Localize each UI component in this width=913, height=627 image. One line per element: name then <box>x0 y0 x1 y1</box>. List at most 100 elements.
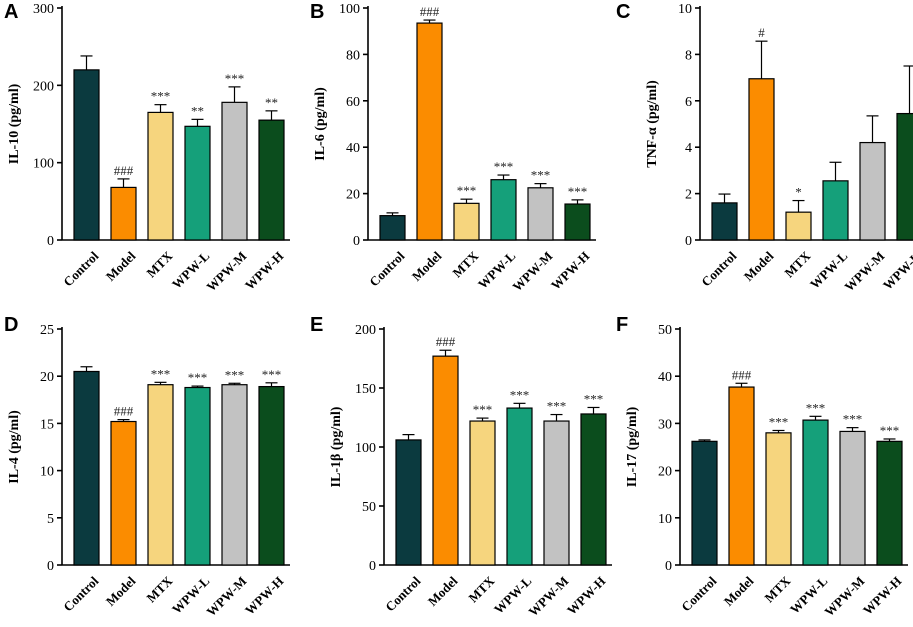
bar <box>728 386 755 566</box>
x-tick-label: Control <box>698 248 739 289</box>
y-tick-label: 8 <box>685 48 692 63</box>
y-tick-label: 100 <box>339 2 360 17</box>
bar <box>395 439 422 566</box>
x-tick-label: WPW-M <box>525 573 571 619</box>
y-tick-label: 0 <box>47 559 54 574</box>
x-tick-label: MTX <box>143 573 175 605</box>
bar <box>765 432 792 566</box>
y-tick-label: 50 <box>658 323 672 338</box>
significance-label: ** <box>265 95 278 110</box>
x-tick-label: Model <box>103 248 139 284</box>
significance-label: *** <box>188 370 208 385</box>
bar <box>785 211 812 241</box>
y-tick-label: 40 <box>346 141 360 156</box>
bar <box>896 112 913 241</box>
y-tick-label: 0 <box>353 234 360 249</box>
y-tick-label: 0 <box>685 234 692 249</box>
bar <box>416 22 443 241</box>
y-tick-label: 100 <box>355 441 376 456</box>
significance-label: *** <box>806 400 826 415</box>
x-tick-label: WPW-H <box>880 248 913 292</box>
bar <box>147 384 174 566</box>
significance-label: *** <box>151 89 171 104</box>
y-tick-label: 20 <box>40 370 54 385</box>
y-tick-label: 10 <box>678 2 692 17</box>
bar <box>691 440 718 566</box>
bar <box>184 125 211 241</box>
significance-label: *** <box>262 367 282 382</box>
y-axis-title: IL-4 (pg/ml) <box>7 410 22 484</box>
bar <box>490 179 517 241</box>
significance-label: *** <box>510 387 530 402</box>
significance-label: *** <box>473 402 493 417</box>
significance-label: *** <box>151 366 171 381</box>
panel-letter: D <box>4 314 18 336</box>
significance-label: *** <box>531 168 551 183</box>
x-tick-label: WPW-H <box>860 573 904 617</box>
y-tick-label: 6 <box>685 95 692 110</box>
bar <box>748 78 775 241</box>
y-tick-label: 60 <box>346 95 360 110</box>
panel-f: F 0 10 20 30 40 50 IL-17 (pg/ml) Control ### Model… <box>616 314 908 619</box>
bar <box>711 202 738 241</box>
panel-c: C 0 2 4 6 8 10 TNF-α (pg/ml) Control # Model * MTX WP… <box>616 1 913 294</box>
x-tick-label: MTX <box>761 573 793 605</box>
y-axis-title: IL-10 (pg/ml) <box>7 83 22 164</box>
y-tick-label: 50 <box>362 500 376 515</box>
x-tick-label: WPW-H <box>548 248 592 292</box>
y-tick-label: 10 <box>658 512 672 527</box>
x-tick-label: Model <box>721 573 757 609</box>
x-tick-label: WPW-M <box>509 248 555 294</box>
x-tick-label: WPW-H <box>564 573 608 617</box>
significance-label: # <box>758 25 765 40</box>
bar <box>110 186 137 241</box>
significance-label: ### <box>732 367 752 382</box>
bar <box>506 407 533 566</box>
bar <box>822 180 849 241</box>
y-tick-label: 80 <box>346 48 360 63</box>
x-tick-label: Model <box>425 573 461 609</box>
bar <box>184 386 211 566</box>
x-tick-label: Control <box>60 248 101 289</box>
x-tick-label: WPW-H <box>242 573 286 617</box>
x-tick-label: WPW-M <box>841 248 887 294</box>
y-tick-label: 2 <box>685 188 692 203</box>
x-tick-label: Control <box>60 573 101 614</box>
bar <box>527 187 554 241</box>
y-tick-label: 300 <box>33 2 54 17</box>
y-tick-label: 25 <box>40 323 54 338</box>
x-tick-label: MTX <box>143 248 175 280</box>
bar <box>564 203 591 241</box>
bar <box>147 111 174 241</box>
bar <box>802 419 829 566</box>
significance-label: *** <box>225 71 245 86</box>
panel-a: A 0 100 200 300 IL-10 (pg/ml) Control ### Model *… <box>4 1 290 294</box>
x-tick-label: Control <box>366 248 407 289</box>
y-axis-title: IL-17 (pg/ml) <box>625 406 640 487</box>
panel-b: B 0 20 40 60 80 100 IL-6 (pg/ml) Control ### Model… <box>310 1 596 294</box>
bar <box>110 420 137 566</box>
x-tick-label: Model <box>103 573 139 609</box>
y-tick-label: 0 <box>47 234 54 249</box>
significance-label: *** <box>494 159 514 174</box>
panel-letter: C <box>616 1 630 23</box>
x-tick-label: WPW-H <box>242 248 286 292</box>
y-tick-label: 0 <box>369 559 376 574</box>
y-tick-label: 30 <box>658 417 672 432</box>
x-tick-label: Control <box>382 573 423 614</box>
significance-label: *** <box>225 367 245 382</box>
x-tick-label: WPW-M <box>203 248 249 294</box>
bar <box>258 119 285 241</box>
significance-label: *** <box>843 412 863 427</box>
panel-letter: B <box>310 1 324 23</box>
y-tick-label: 20 <box>658 465 672 480</box>
bar <box>580 413 607 566</box>
x-tick-label: MTX <box>781 248 813 280</box>
significance-label: *** <box>769 414 789 429</box>
panel-letter: A <box>4 1 18 23</box>
significance-label: ### <box>420 4 440 19</box>
y-tick-label: 20 <box>346 188 360 203</box>
panel-d: D 0 5 10 15 20 25 IL-4 (pg/ml) Control ### Model **… <box>4 314 290 619</box>
bar <box>73 69 100 241</box>
significance-label: *** <box>880 423 900 438</box>
